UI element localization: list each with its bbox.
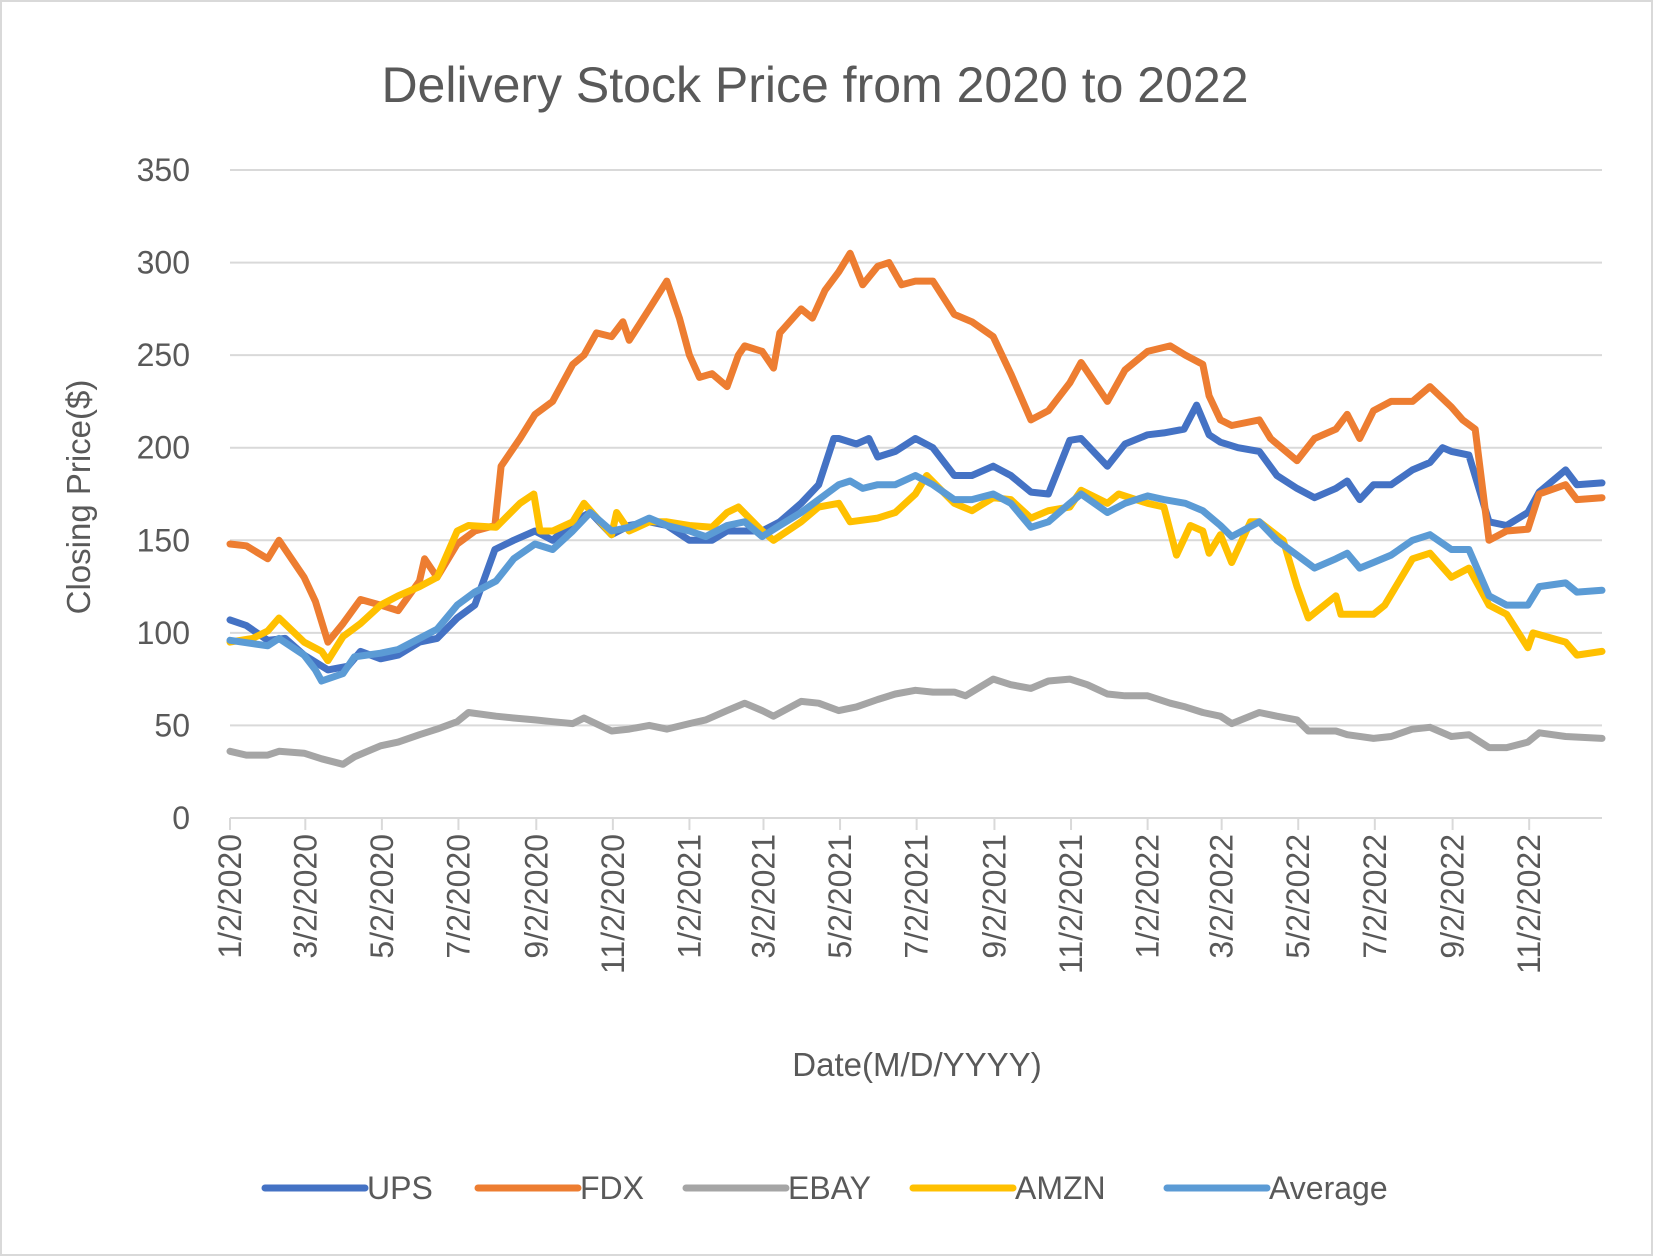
y-tick-label: 250: [137, 337, 190, 373]
y-tick-label: 350: [137, 152, 190, 188]
x-tick-label: 11/2/2021: [1053, 834, 1089, 974]
x-tick-label: 9/2/2021: [976, 834, 1012, 959]
y-tick-label: 50: [154, 707, 190, 743]
x-tick-label: 3/2/2021: [745, 834, 781, 959]
legend-label-amzn: AMZN: [1015, 1170, 1106, 1206]
chart-title: Delivery Stock Price from 2020 to 2022: [381, 57, 1248, 113]
x-tick-label: 5/2/2021: [822, 834, 858, 959]
legend-label-fdx: FDX: [580, 1170, 644, 1206]
x-tick-label: 5/2/2022: [1280, 834, 1316, 959]
y-axis-ticks: 0 50 100 150 200 250 300 350: [137, 152, 190, 836]
x-axis-title: Date(M/D/YYYY): [792, 1046, 1041, 1083]
x-tick-label: 1/2/2021: [671, 834, 707, 959]
series-line-fdx: [226, 249, 1606, 646]
series-line-ups: [226, 401, 1606, 674]
x-tick-label: 9/2/2022: [1435, 834, 1471, 959]
x-tick-label: 7/2/2022: [1357, 834, 1393, 959]
y-tick-label: 150: [137, 522, 190, 558]
x-tick-label: 1/2/2022: [1130, 834, 1166, 959]
x-tick-label: 1/2/2020: [212, 834, 248, 959]
y-tick-label: 0: [172, 800, 190, 836]
x-axis-ticks: 1/2/2020 3/2/2020 5/2/2020 7/2/2020 9/2/2020…: [212, 818, 1547, 974]
x-tick-label: 3/2/2022: [1204, 834, 1240, 959]
legend: UPS FDX EBAY AMZN Average: [261, 1170, 1388, 1206]
series-line-amzn: [226, 472, 1606, 665]
y-axis-title: Closing Price($): [60, 380, 97, 615]
series-line-average: [226, 472, 1606, 685]
y-tick-label: 200: [137, 430, 190, 466]
legend-label-ebay: EBAY: [788, 1170, 871, 1206]
y-tick-label: 100: [137, 615, 190, 651]
x-tick-label: 7/2/2021: [899, 834, 935, 959]
series-line-ebay: [226, 675, 1606, 768]
x-tick-label: 11/2/2022: [1511, 834, 1547, 974]
gridlines: [230, 169, 1602, 819]
y-tick-label: 300: [137, 245, 190, 281]
x-tick-label: 9/2/2020: [518, 834, 554, 959]
x-tick-label: 3/2/2020: [287, 834, 323, 959]
legend-label-ups: UPS: [367, 1170, 433, 1206]
legend-label-average: Average: [1269, 1170, 1388, 1206]
x-tick-label: 7/2/2020: [440, 834, 476, 959]
x-tick-label: 11/2/2020: [595, 834, 631, 974]
series-lines: [226, 249, 1606, 768]
x-tick-label: 5/2/2020: [364, 834, 400, 959]
